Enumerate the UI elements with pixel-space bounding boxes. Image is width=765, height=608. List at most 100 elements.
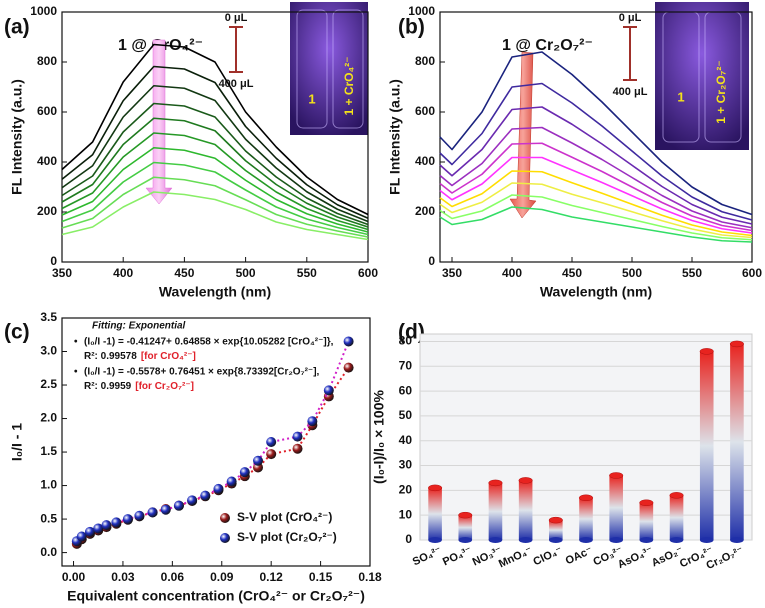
inset-photo (290, 2, 368, 135)
spectrum-line (439, 106, 753, 225)
spectrum-line (61, 65, 369, 219)
vial (332, 9, 364, 129)
y-tick-label: 200 (37, 204, 57, 218)
legend-marker (220, 513, 230, 523)
fit-r2: R²: 0.9959 [for Cr₂O₇²⁻] (84, 381, 194, 392)
bar-base (488, 537, 503, 543)
x-tick-label: 550 (297, 266, 317, 280)
bar-base (730, 537, 744, 543)
x-tick-label: 500 (236, 266, 256, 280)
x-tick-label: 450 (562, 266, 582, 280)
x-tick-label: PO₄³⁻ (441, 544, 474, 568)
spectrum-line (439, 206, 753, 243)
bar (609, 475, 623, 540)
bar-cap (609, 472, 624, 479)
fit-line (76, 341, 350, 542)
y-tick-label: 2.0 (40, 411, 57, 425)
inset-label: 400 μL (613, 86, 648, 98)
x-axis-title: Wavelength (nm) (159, 284, 271, 300)
x-tick-label: SO₄²⁻ (411, 544, 444, 568)
x-tick-label: ClO₄⁻ (532, 544, 565, 568)
bar-cap (669, 492, 684, 499)
bar-base (518, 537, 533, 543)
panel-label: (d) (398, 321, 425, 344)
y-tick-label: 2.5 (40, 377, 57, 391)
data-point (173, 500, 184, 511)
data-point (213, 483, 224, 494)
spectrum-line (439, 82, 753, 221)
data-point (343, 362, 354, 373)
data-point (307, 416, 318, 427)
panel-label: (c) (4, 321, 30, 344)
bar-cap (488, 479, 503, 487)
spectrum-line (439, 194, 753, 241)
bar (579, 497, 593, 540)
inset-label: 1 + CrO₄²⁻ (342, 56, 356, 115)
spectrum-line (61, 84, 369, 223)
y-tick-label: 1000 (408, 4, 435, 18)
y-tick-label: 80 (399, 334, 413, 348)
y-tick-label: 400 (415, 154, 435, 168)
y-tick-label: 50 (399, 408, 413, 422)
x-tick-label: 450 (174, 266, 194, 280)
data-point (253, 455, 263, 466)
bar-base (639, 537, 654, 543)
data-point (85, 526, 95, 537)
bar-cap (458, 511, 473, 519)
x-tick-label: 500 (622, 266, 642, 280)
vial (296, 9, 328, 129)
inset-photo (655, 2, 749, 150)
y-axis-title: FL Intensity (a.u.) (9, 79, 25, 195)
bar-base (669, 537, 684, 543)
data-point (122, 514, 133, 525)
y-tick-label: 0 (428, 254, 435, 268)
bar (518, 480, 533, 540)
spectrum-line (61, 43, 369, 216)
bar (669, 495, 684, 540)
data-point (200, 490, 211, 501)
spectrum-line (439, 182, 753, 239)
trend-arrow (509, 51, 537, 219)
x-tick-label: 0.18 (358, 570, 382, 584)
y-tick-label: 600 (415, 104, 435, 118)
spectrum-line (61, 161, 369, 236)
y-axis-title: (I₀-I)/I₀ × 100% (371, 389, 387, 483)
data-point (93, 523, 104, 534)
x-tick-label: 350 (442, 266, 462, 280)
x-tick-label: 400 (113, 266, 133, 280)
data-point (187, 495, 198, 506)
annotation: 1 @ Cr₂O₇²⁻ (502, 37, 593, 54)
spectrum-line (439, 170, 753, 237)
spectrum-line (61, 117, 369, 228)
trend-arrow (145, 39, 173, 205)
bar-cap (518, 477, 533, 484)
fit-title: Fitting: Exponential (92, 321, 186, 332)
x-tick-label: 0.09 (210, 570, 234, 584)
x-tick-label: 600 (358, 266, 378, 280)
bar-base (609, 537, 623, 543)
bar (488, 482, 503, 540)
fit-note: [for Cr₂O₇²⁻] (135, 381, 194, 392)
spectrum-line (439, 51, 753, 216)
fit-r2: R²: 0.99578 [for CrO₄²⁻] (84, 351, 196, 362)
inset-label: 1 + Cr₂O₇²⁻ (714, 60, 728, 123)
y-tick-label: 800 (415, 54, 435, 68)
spectrum-line (61, 132, 369, 231)
x-tick-label: 550 (682, 266, 702, 280)
x-tick-label: 350 (52, 266, 72, 280)
y-tick-label: 600 (37, 104, 57, 118)
y-tick-label: 70 (399, 358, 413, 372)
bullet: • (74, 337, 78, 348)
x-tick-label: 0.06 (161, 570, 185, 584)
x-tick-label: MnO₄⁻ (497, 544, 534, 570)
spectrum-line (61, 191, 369, 241)
y-tick-label: 0 (50, 254, 57, 268)
x-tick-label: 0.15 (309, 570, 333, 584)
x-tick-label: 0.03 (111, 570, 135, 584)
fit-equation: (I₀/I -1) = -0.5578+ 0.76451 × exp{8.733… (84, 367, 320, 378)
bar (458, 515, 473, 540)
bar-base (699, 537, 714, 543)
y-tick-label: 3.0 (40, 344, 57, 358)
y-tick-label: 200 (415, 204, 435, 218)
